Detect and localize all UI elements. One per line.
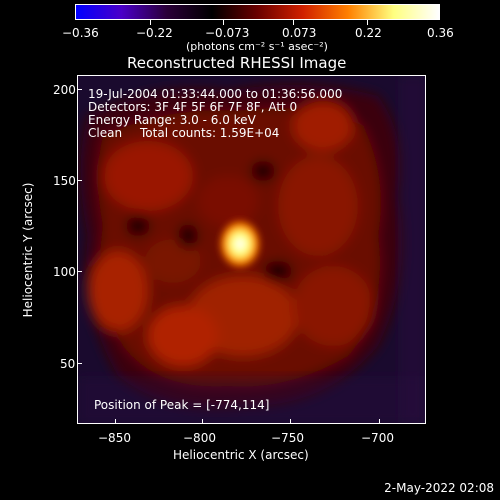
- colorbar-unit-label: (photons cm⁻² s⁻¹ asec⁻²): [186, 40, 328, 53]
- colorbar-tick-label: 0.22: [355, 26, 382, 40]
- peak-position-label: Position of Peak = [-774,114]: [94, 398, 270, 412]
- x-tick: [115, 419, 116, 424]
- y-tick: [77, 363, 82, 364]
- x-tick-label: −700: [361, 431, 394, 445]
- colorbar-tick-label: 0.36: [427, 26, 454, 40]
- timestamp-label: 2-May-2022 02:08: [384, 481, 494, 495]
- colorbar-ticks: [75, 20, 440, 26]
- colorbar-tick-label: −0.22: [136, 26, 173, 40]
- y-tick: [77, 89, 82, 90]
- y-tick-label: 200: [53, 83, 76, 97]
- y-tick: [77, 271, 82, 272]
- y-tick-label: 100: [53, 265, 76, 279]
- y-tick: [77, 180, 82, 181]
- plot-title: Reconstructed RHESSI Image: [127, 54, 347, 72]
- colorbar: [75, 4, 440, 20]
- image-plot: 19-Jul-2004 01:33:44.000 to 01:36:56.000…: [77, 75, 426, 424]
- y-axis-label: Heliocentric Y (arcsec): [21, 182, 35, 318]
- energy-range-label: Energy Range: 3.0 - 6.0 keV: [88, 113, 256, 127]
- x-tick-label: −850: [98, 431, 131, 445]
- detectors-label: Detectors: 3F 4F 5F 6F 7F 8F, Att 0: [88, 100, 298, 114]
- total-counts-label: Total counts: 1.59E+04: [140, 126, 280, 140]
- y-tick-label: 150: [53, 174, 76, 188]
- x-tick-label: −750: [271, 431, 304, 445]
- y-tick-label: 50: [60, 357, 76, 371]
- x-tick: [290, 419, 291, 424]
- x-tick-label: −800: [183, 431, 216, 445]
- colorbar-tick-label: −0.36: [62, 26, 99, 40]
- time-range-label: 19-Jul-2004 01:33:44.000 to 01:36:56.000: [88, 87, 343, 101]
- clean-label: Clean: [88, 126, 123, 140]
- rhessi-image: [78, 76, 425, 423]
- x-tick: [202, 419, 203, 424]
- colorbar-tick-label: 0.073: [282, 26, 317, 40]
- colorbar-tick-label: −0.073: [205, 26, 250, 40]
- x-axis-label: Heliocentric X (arcsec): [173, 448, 309, 462]
- x-tick: [379, 419, 380, 424]
